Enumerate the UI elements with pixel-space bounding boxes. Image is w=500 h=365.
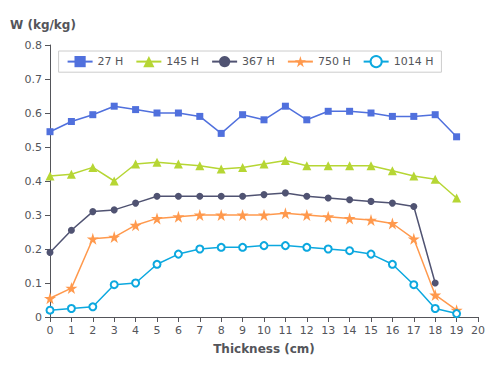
svg-text:W (kg/kg): W (kg/kg) bbox=[10, 18, 76, 32]
svg-text:4: 4 bbox=[132, 324, 139, 337]
svg-text:12: 12 bbox=[300, 324, 314, 337]
svg-text:10: 10 bbox=[257, 324, 271, 337]
svg-text:0.1: 0.1 bbox=[25, 277, 43, 290]
svg-text:20: 20 bbox=[471, 324, 485, 337]
svg-text:750 H: 750 H bbox=[318, 55, 351, 68]
svg-text:19: 19 bbox=[450, 324, 464, 337]
svg-text:0: 0 bbox=[35, 311, 42, 324]
svg-text:16: 16 bbox=[385, 324, 399, 337]
svg-text:0.2: 0.2 bbox=[25, 243, 43, 256]
svg-text:18: 18 bbox=[428, 324, 442, 337]
svg-text:367 H: 367 H bbox=[242, 55, 275, 68]
svg-text:0.7: 0.7 bbox=[25, 73, 43, 86]
svg-text:15: 15 bbox=[364, 324, 378, 337]
svg-text:2: 2 bbox=[89, 324, 96, 337]
svg-text:0.8: 0.8 bbox=[25, 39, 43, 52]
svg-text:0: 0 bbox=[47, 324, 54, 337]
svg-text:13: 13 bbox=[321, 324, 335, 337]
svg-text:11: 11 bbox=[278, 324, 292, 337]
svg-text:5: 5 bbox=[154, 324, 161, 337]
svg-text:7: 7 bbox=[196, 324, 203, 337]
svg-text:0.4: 0.4 bbox=[25, 175, 43, 188]
svg-text:3: 3 bbox=[111, 324, 118, 337]
svg-text:27 H: 27 H bbox=[98, 55, 124, 68]
svg-text:0.3: 0.3 bbox=[25, 209, 43, 222]
svg-text:14: 14 bbox=[343, 324, 357, 337]
svg-text:1: 1 bbox=[68, 324, 75, 337]
svg-text:145 H: 145 H bbox=[166, 55, 199, 68]
svg-text:17: 17 bbox=[407, 324, 421, 337]
svg-text:6: 6 bbox=[175, 324, 182, 337]
svg-text:0.5: 0.5 bbox=[25, 141, 43, 154]
svg-text:Thickness (cm): Thickness (cm) bbox=[213, 342, 315, 356]
svg-text:8: 8 bbox=[218, 324, 225, 337]
svg-text:1014 H: 1014 H bbox=[394, 55, 434, 68]
svg-text:9: 9 bbox=[239, 324, 246, 337]
svg-text:0.6: 0.6 bbox=[25, 107, 43, 120]
